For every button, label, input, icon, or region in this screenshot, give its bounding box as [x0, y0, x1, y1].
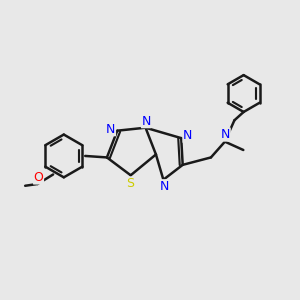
Text: N: N [160, 180, 170, 193]
Text: S: S [126, 177, 134, 190]
Text: N: N [183, 129, 192, 142]
Text: N: N [141, 115, 151, 128]
Text: N: N [106, 123, 116, 136]
Text: O: O [34, 171, 44, 184]
Text: N: N [221, 128, 230, 141]
